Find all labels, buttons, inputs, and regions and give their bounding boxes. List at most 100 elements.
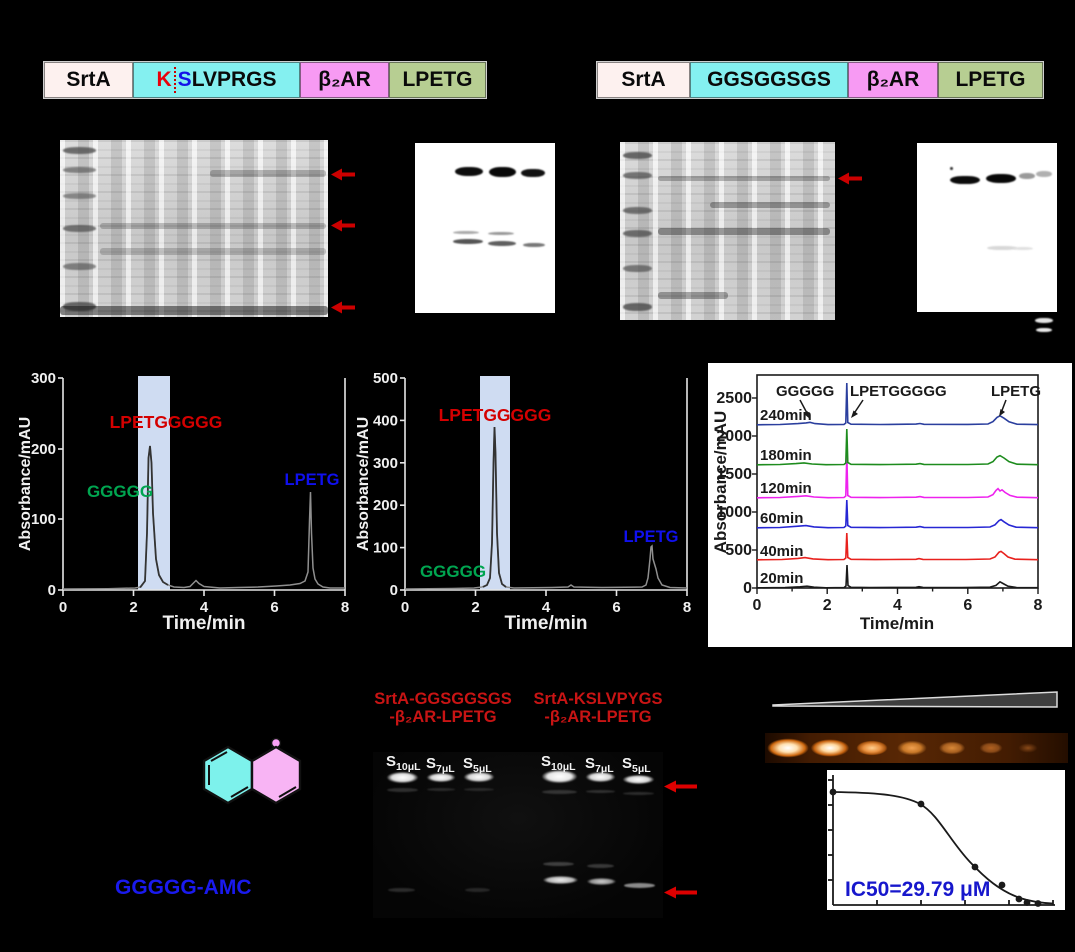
ic50-chart: IC50=29.79 μM	[827, 770, 1065, 910]
trace-20min	[756, 564, 1039, 589]
retention-highlight-band	[138, 376, 170, 590]
substrate-label: GGGGG-AMC	[115, 876, 252, 899]
hplc-chart-kslvprgs: LPETGGGGG GGGGG LPETG 0 100 200 300 0 2 …	[18, 370, 349, 634]
svg-text:2: 2	[129, 599, 137, 616]
lpetg-box: LPETG	[938, 62, 1043, 98]
b2ar-label: β₂AR	[318, 68, 371, 91]
lane-label: S5μL	[622, 755, 651, 775]
hplc-peak-dark	[139, 445, 169, 589]
lpetg-label: LPETG	[402, 68, 473, 91]
srta-label: SrtA	[66, 68, 111, 91]
b2ar-label: β₂AR	[866, 68, 920, 91]
svg-text:0: 0	[753, 597, 762, 614]
svg-text:200: 200	[31, 441, 56, 458]
data-points	[829, 788, 1042, 907]
svg-text:500: 500	[725, 542, 752, 559]
band-arrow-icon	[664, 886, 697, 899]
svg-text:100: 100	[373, 540, 398, 557]
concentration-gradient-wedge	[772, 691, 1058, 708]
y-tick-labels: 0 100 200 300	[31, 370, 56, 599]
y-tick-labels: 0 100 200 300 400 500	[373, 370, 398, 599]
axes	[58, 377, 346, 596]
svg-text:500: 500	[373, 370, 398, 387]
group1-label-line1: SrtA-GGSGGSGS	[374, 690, 512, 708]
y-axis-label: Absorbance/mAU	[355, 417, 372, 551]
trace-120min	[756, 454, 1039, 499]
svg-text:4: 4	[542, 599, 551, 616]
band-arrow-icon	[331, 219, 355, 232]
peak-annotations: GGGGG LPETGGGGG LPETG	[776, 383, 1041, 400]
srta-box: SrtA	[44, 62, 133, 98]
cleavage-site-dotted-line	[173, 67, 176, 93]
plot-frame	[756, 374, 1039, 589]
annotation-arrows	[799, 399, 1007, 419]
svg-text:0: 0	[390, 582, 398, 599]
svg-text:120min: 120min	[760, 480, 812, 497]
construct-diagram-ggsggsgs: SrtA GGSGGSGS β₂AR LPETG	[596, 61, 1044, 99]
svg-text:1000: 1000	[716, 504, 752, 521]
x-tick-labels: 0 2 4 6 8	[753, 597, 1043, 614]
svg-text:1500: 1500	[716, 466, 752, 483]
hplc-chart-ggsggsgs: LPETGGGGG GGGGG LPETG 0 100 200 300 400 …	[355, 370, 691, 634]
trace-240min	[756, 382, 1039, 426]
peak-label-ggggg: GGGGG	[87, 482, 153, 501]
svg-text:200: 200	[373, 497, 398, 514]
retention-highlight-band	[480, 376, 510, 590]
band-arrow-icon	[838, 172, 862, 185]
svg-text:100: 100	[31, 511, 56, 528]
peak-label-ggggg: GGGGG	[420, 562, 486, 581]
group1-label: SrtA-GGSGGSGS -β₂AR-LPETG	[368, 690, 518, 726]
svg-text:GGGGG: GGGGG	[776, 383, 834, 400]
svg-text:180min: 180min	[760, 447, 812, 464]
svg-text:6: 6	[963, 597, 972, 614]
svg-text:LPETGGGGG: LPETGGGGG	[850, 383, 947, 400]
trace-40min	[756, 532, 1039, 561]
linker-rest: LVPRGS	[191, 68, 277, 91]
b2ar-box: β₂AR	[848, 62, 938, 98]
svg-text:2: 2	[471, 599, 479, 616]
peak-label-lpetggggg: LPETGGGGG	[439, 405, 552, 425]
b2ar-box: β₂AR	[300, 62, 389, 98]
svg-text:2000: 2000	[716, 428, 752, 445]
peak-label-lpetg: LPETG	[284, 471, 339, 489]
srta-label: SrtA	[621, 68, 666, 91]
activity-gel: S10μL S7μL S5μL S10μL S7μL S5μL	[373, 752, 663, 918]
svg-text:0: 0	[743, 580, 752, 597]
hplc-trace	[62, 445, 345, 590]
construct-diagram-kslvprgs: SrtA K S LVPRGS β₂AR LPETG	[43, 61, 487, 99]
group1-label-line2: -β₂AR-LPETG	[389, 708, 497, 726]
amc-structure	[202, 737, 302, 805]
svg-text:300: 300	[31, 370, 56, 387]
svg-text:LPETG: LPETG	[991, 383, 1041, 400]
linker-k: K	[156, 68, 172, 91]
lpetg-label: LPETG	[955, 68, 1026, 91]
linker-s: S	[177, 68, 192, 91]
western-blot-left	[415, 143, 555, 313]
y-tick-labels: 0 500 1000 1500 2000 2500	[716, 390, 752, 597]
linker-box: GGSGGSGS	[690, 62, 848, 98]
x-tick-labels: 0 2 4 6 8	[401, 599, 691, 616]
trace-180min	[756, 428, 1039, 466]
svg-text:2500: 2500	[716, 390, 752, 407]
y-axis-label: Absorbance/mAU	[711, 411, 730, 554]
series-labels: 240min 180min 120min 60min 40min 20min	[760, 407, 812, 587]
svg-text:300: 300	[373, 455, 398, 472]
axis-ticks	[752, 397, 1039, 594]
y-axis-label: Absorbance/mAU	[18, 417, 34, 551]
group2-label-line1: SrtA-KSLVPYGS	[533, 690, 663, 708]
group2-label: SrtA-KSLVPYGS -β₂AR-LPETG	[528, 690, 668, 726]
svg-text:20min: 20min	[760, 570, 803, 587]
western-blot-right	[917, 143, 1057, 332]
svg-text:4: 4	[200, 599, 209, 616]
ic50-annotation: IC50=29.79 μM	[845, 878, 990, 901]
lane-label: S7μL	[426, 755, 455, 775]
dot-blot-strip	[765, 733, 1068, 763]
double-bonds	[208, 751, 297, 798]
group2-label-line2: -β₂AR-LPETG	[544, 708, 652, 726]
linker-label: GGSGGSGS	[707, 68, 831, 91]
lpetg-box: LPETG	[389, 62, 486, 98]
x-axis-label: Time/min	[860, 614, 934, 633]
pyranone-ring	[250, 745, 302, 805]
x-tick-labels: 0 2 4 6 8	[59, 599, 349, 616]
